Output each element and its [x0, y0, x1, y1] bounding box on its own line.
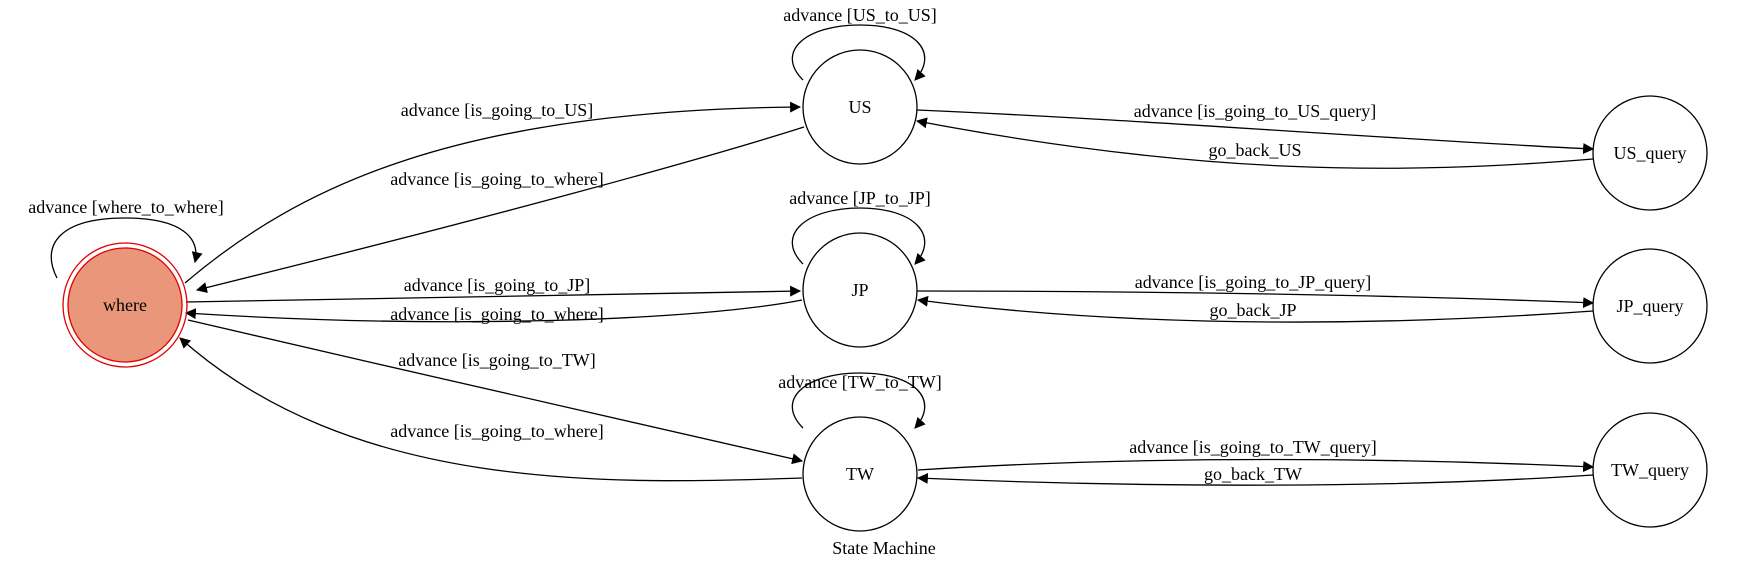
node-label: where: [103, 295, 147, 315]
edge-label: go_back_JP: [1210, 300, 1297, 320]
edge-label: advance [is_going_to_US]: [401, 100, 593, 120]
state-circle: [1592, 412, 1708, 528]
edge-where-JP: advance [is_going_to_JP]: [185, 275, 802, 303]
edge-line: [915, 117, 1594, 169]
edge-line: [184, 299, 803, 323]
edge-line: [916, 109, 1595, 155]
edge-TW-where: advance [is_going_to_where]: [179, 337, 803, 482]
edge-line: [917, 458, 1595, 473]
edge-label: advance [is_going_to_where]: [390, 304, 603, 324]
node-where[interactable]: where: [62, 242, 188, 368]
edge-JP_query-JP: go_back_JP: [916, 295, 1594, 323]
edge-label: advance [is_going_to_TW_query]: [1129, 437, 1376, 457]
state-circle: [1592, 248, 1708, 364]
node-JP_query[interactable]: JP_query: [1592, 248, 1708, 364]
edge-label: advance [is_going_to_JP_query]: [1135, 272, 1371, 292]
edge-label: advance [is_going_to_TW]: [398, 350, 595, 370]
edge-JP-JP: advance [JP_to_JP]: [789, 188, 931, 265]
edge-label: advance [JP_to_JP]: [789, 188, 930, 208]
node-label: US: [848, 97, 871, 117]
edge-line: [184, 101, 802, 284]
node-TW_query[interactable]: TW_query: [1592, 412, 1708, 528]
edge-label: advance [is_going_to_where]: [390, 421, 603, 441]
node-label: TW: [846, 464, 874, 484]
edge-where-TW: advance [is_going_to_TW]: [187, 319, 804, 465]
edge-label: advance [US_to_US]: [783, 5, 936, 25]
edge-US-US_query: advance [is_going_to_US_query]: [916, 101, 1595, 155]
edge-line: [916, 472, 1594, 486]
edge-US_query-US: go_back_US: [915, 117, 1594, 169]
edge-JP-where: advance [is_going_to_where]: [184, 299, 803, 324]
edge-JP-JP_query: advance [is_going_to_JP_query]: [916, 272, 1595, 309]
edge-line: [791, 372, 926, 429]
node-US[interactable]: US: [802, 49, 918, 165]
edge-US-where: advance [is_going_to_where]: [195, 126, 805, 293]
edge-TW-TW_query: advance [is_going_to_TW_query]: [917, 437, 1595, 473]
edge-label: go_back_US: [1209, 140, 1302, 160]
edge-line: [185, 285, 802, 303]
edge-line: [791, 207, 926, 265]
edge-where-where: advance [where_to_where]: [28, 197, 224, 279]
edge-US-US: advance [US_to_US]: [783, 5, 937, 81]
state-circle: [802, 232, 918, 348]
node-label: TW_query: [1611, 460, 1689, 480]
node-JP[interactable]: JP: [802, 232, 918, 348]
edge-label: advance [TW_to_TW]: [778, 372, 941, 392]
edge-label: go_back_TW: [1204, 464, 1302, 484]
node-label: US_query: [1614, 143, 1687, 163]
node-label: JP_query: [1617, 296, 1684, 316]
initial-state-circle: [67, 247, 183, 363]
edge-line: [187, 319, 804, 465]
initial-state-outer-ring: [62, 242, 188, 368]
edge-line: [179, 337, 803, 482]
edge-label: advance [is_going_to_US_query]: [1134, 101, 1376, 121]
node-TW[interactable]: TW: [802, 416, 918, 532]
edge-where-US: advance [is_going_to_US]: [184, 100, 802, 284]
node-label: JP: [851, 280, 868, 300]
edge-TW-TW: advance [TW_to_TW]: [778, 372, 942, 429]
edge-line: [50, 217, 203, 279]
state-circle: [802, 416, 918, 532]
state-circle: [1592, 95, 1708, 211]
edge-line: [195, 126, 805, 293]
diagram-caption: State Machine: [832, 538, 935, 558]
edge-line: [791, 24, 926, 81]
edge-line: [916, 290, 1595, 309]
edge-TW_query-TW: go_back_TW: [916, 464, 1594, 486]
edge-line: [916, 295, 1594, 323]
edge-label: advance [is_going_to_where]: [390, 169, 603, 189]
node-US_query[interactable]: US_query: [1592, 95, 1708, 211]
edge-label: advance [is_going_to_JP]: [404, 275, 590, 295]
state-circle: [802, 49, 918, 165]
edge-label: advance [where_to_where]: [28, 197, 223, 217]
